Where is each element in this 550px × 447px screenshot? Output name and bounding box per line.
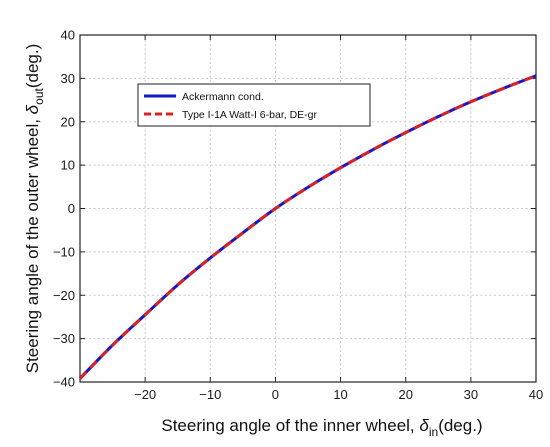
legend-box	[137, 83, 371, 127]
series-lines	[78, 74, 537, 380]
y-tick-label: 10	[61, 158, 75, 173]
x-tick-label: 20	[398, 387, 412, 402]
x-tick-label: −20	[134, 387, 156, 402]
y-axis-label-suffix: (deg.)	[23, 44, 42, 88]
axis-ticks: −20 −10 0 10 20 30 40 −40 −30 −20 −10 0 10 20 30 40	[53, 28, 543, 403]
x-axis-label-subscript: in	[429, 425, 438, 439]
x-tick-label: 30	[464, 387, 478, 402]
x-axis-label-prefix: Steering angle of the inner wheel,	[161, 416, 419, 435]
x-axis-label: Steering angle of the inner wheel, δin(d…	[161, 416, 482, 439]
series-line-2	[78, 74, 537, 380]
y-axis-label-symbol: δ	[23, 104, 42, 114]
x-axis-label-symbol: δ	[419, 416, 429, 435]
y-tick-label: 30	[61, 71, 75, 86]
legend-label-2: Type I-1A Watt-I 6-bar, DE-gr	[182, 109, 317, 121]
x-tick-label: 40	[529, 387, 543, 402]
x-tick-label: 0	[272, 387, 279, 402]
y-tick-label: 0	[68, 201, 75, 216]
y-tick-label: 20	[61, 114, 75, 129]
y-tick-label: −40	[53, 375, 75, 390]
x-tick-label: −10	[199, 387, 221, 402]
y-tick-label: −20	[53, 288, 75, 303]
y-tick-label: −10	[53, 244, 75, 259]
legend: Ackermann cond. Type I-1A Watt-I 6-bar, D…	[137, 83, 371, 127]
y-axis-label: Steering angle of the outer wheel, δout(…	[23, 44, 46, 374]
x-axis-label-suffix: (deg.)	[438, 416, 482, 435]
y-axis-label-subscript: out	[32, 88, 46, 105]
y-tick-label: −30	[53, 331, 75, 346]
legend-label-1: Ackermann cond.	[182, 91, 264, 103]
x-tick-label: 10	[333, 387, 347, 402]
y-axis-label-prefix: Steering angle of the outer wheel,	[23, 114, 42, 373]
y-tick-label: 40	[61, 28, 75, 43]
